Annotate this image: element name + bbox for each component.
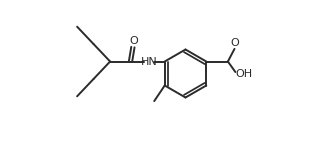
Text: OH: OH [236, 69, 253, 79]
Text: O: O [130, 36, 138, 46]
Text: HN: HN [141, 57, 157, 66]
Text: O: O [230, 38, 239, 48]
